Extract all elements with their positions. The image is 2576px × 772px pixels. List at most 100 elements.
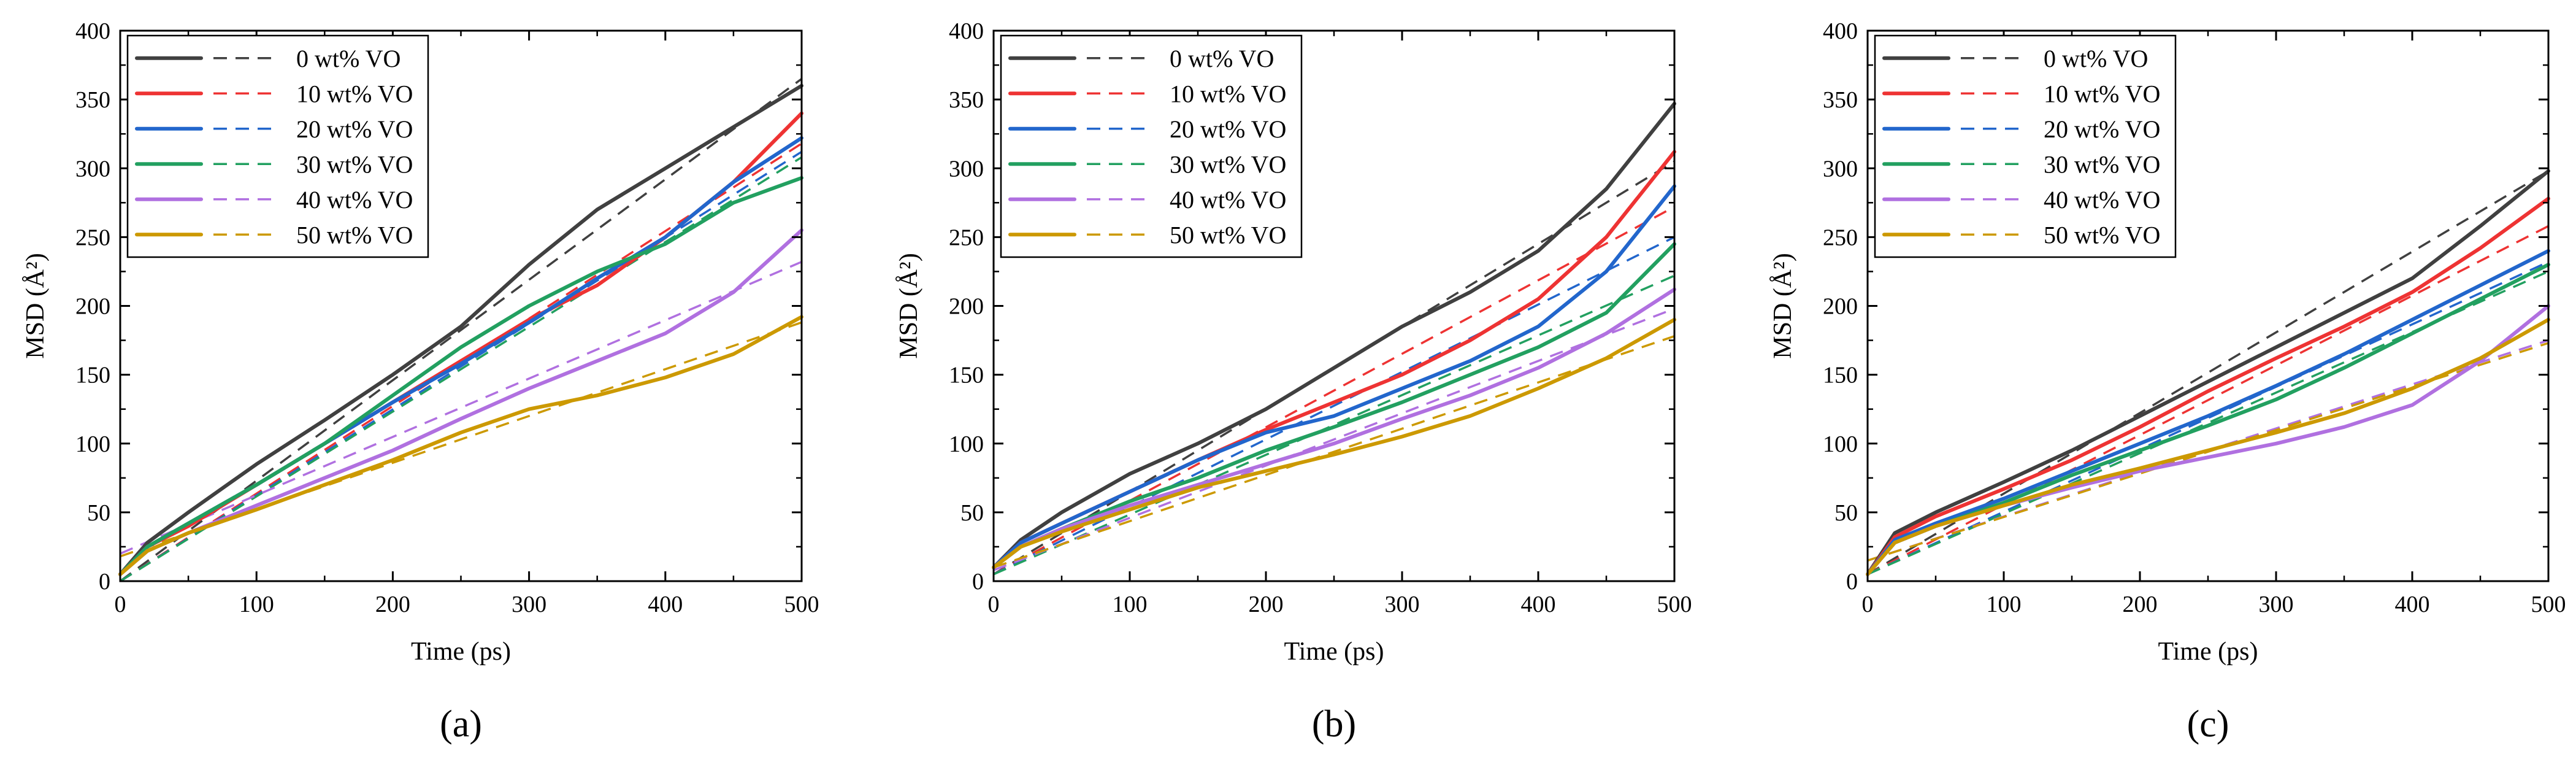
y-tick-label: 150 bbox=[1823, 363, 1858, 388]
y-tick-label: 0 bbox=[1846, 569, 1858, 595]
series-line-4-solid bbox=[118, 176, 803, 576]
chart-panel-3: 0 100 200 300 400 500 0 50 100 150 200 250 300 350 400… bbox=[1769, 18, 2566, 745]
series-line-4-dashed bbox=[120, 156, 802, 582]
y-tick-label: 400 bbox=[75, 18, 110, 44]
series-line-5-solid bbox=[1866, 304, 2550, 576]
series-line-6-dashed bbox=[993, 335, 1675, 569]
series-line-1-solid bbox=[118, 83, 803, 576]
legend-box bbox=[126, 34, 429, 258]
legend-label: 30 wt% VO bbox=[2044, 150, 2160, 178]
legend-label: 40 wt% VO bbox=[296, 186, 413, 214]
legend-label: 0 wt% VO bbox=[2044, 45, 2148, 72]
x-tick-label: 400 bbox=[648, 592, 683, 617]
x-tick-label: 0 bbox=[988, 592, 1000, 617]
y-tick-label: 100 bbox=[1823, 431, 1858, 457]
x-tick-label: 0 bbox=[115, 592, 126, 617]
x-tick-label: 500 bbox=[1657, 592, 1692, 617]
series-line-2-dashed bbox=[1867, 225, 2549, 576]
x-tick-label: 200 bbox=[1249, 592, 1284, 617]
legend-box bbox=[1874, 34, 2177, 258]
series-line-6-solid bbox=[1866, 317, 2550, 576]
series-line-5-dashed bbox=[120, 261, 802, 555]
y-tick-label: 100 bbox=[949, 431, 984, 457]
series-line-4-dashed bbox=[993, 274, 1675, 576]
legend-label: 40 wt% VO bbox=[1170, 186, 1286, 214]
y-tick-label: 250 bbox=[1823, 225, 1858, 250]
panel-label: (a) bbox=[440, 703, 482, 745]
series-line-2-dashed bbox=[993, 206, 1675, 576]
x-tick-label: 300 bbox=[1385, 592, 1420, 617]
y-tick-label: 0 bbox=[972, 569, 984, 595]
x-axis-label: Time (ps) bbox=[2158, 638, 2258, 666]
x-tick-label: 500 bbox=[784, 592, 819, 617]
chart-panel-1: 0 100 200 300 400 500 0 50 100 150 200 250 300 350 400… bbox=[21, 18, 819, 745]
x-tick-label: 400 bbox=[2395, 592, 2430, 617]
x-tick-label: 100 bbox=[1987, 592, 2022, 617]
y-tick-label: 300 bbox=[75, 156, 110, 182]
legend-label: 50 wt% VO bbox=[2044, 221, 2160, 249]
y-tick-label: 150 bbox=[949, 363, 984, 388]
y-tick-label: 350 bbox=[1823, 87, 1858, 113]
legend-label: 20 wt% VO bbox=[2044, 115, 2160, 143]
x-axis-label: Time (ps) bbox=[1284, 638, 1384, 666]
x-tick-label: 200 bbox=[375, 592, 410, 617]
legend-label: 10 wt% VO bbox=[2044, 80, 2160, 107]
x-tick-label: 300 bbox=[512, 592, 546, 617]
legend-label: 10 wt% VO bbox=[1170, 80, 1286, 107]
x-tick-label: 0 bbox=[1862, 592, 1874, 617]
legend-box bbox=[1000, 34, 1303, 258]
series-line-1-solid bbox=[992, 101, 1676, 569]
series-line-3-dashed bbox=[1867, 261, 2549, 576]
y-tick-label: 50 bbox=[87, 500, 110, 526]
legend-label: 10 wt% VO bbox=[296, 80, 413, 107]
y-tick-label: 50 bbox=[1834, 500, 1858, 526]
x-tick-label: 100 bbox=[239, 592, 274, 617]
series-line-2-solid bbox=[1866, 196, 2550, 576]
y-tick-label: 250 bbox=[75, 225, 110, 250]
x-tick-label: 400 bbox=[1521, 592, 1556, 617]
series-line-5-dashed bbox=[993, 307, 1675, 571]
y-tick-label: 400 bbox=[949, 18, 984, 44]
legend-label: 50 wt% VO bbox=[1170, 221, 1286, 249]
y-axis-label: MSD (Å²) bbox=[895, 253, 923, 358]
x-tick-label: 200 bbox=[2123, 592, 2158, 617]
legend-label: 50 wt% VO bbox=[296, 221, 413, 249]
chart-panel-2: 0 100 200 300 400 500 0 50 100 150 200 250 300 350 400… bbox=[895, 18, 1692, 745]
series-line-6-solid bbox=[118, 315, 803, 576]
y-tick-label: 150 bbox=[75, 363, 110, 388]
legend-label: 40 wt% VO bbox=[2044, 186, 2160, 214]
series-line-3-solid bbox=[992, 184, 1676, 569]
x-tick-label: 100 bbox=[1113, 592, 1148, 617]
y-tick-label: 350 bbox=[75, 87, 110, 113]
legend-label: 30 wt% VO bbox=[1170, 150, 1286, 178]
legend-label: 20 wt% VO bbox=[296, 115, 413, 143]
panel-label: (c) bbox=[2187, 703, 2229, 745]
y-tick-label: 350 bbox=[949, 87, 984, 113]
x-tick-label: 300 bbox=[2259, 592, 2294, 617]
panel-label: (b) bbox=[1312, 703, 1356, 745]
y-tick-label: 100 bbox=[75, 431, 110, 457]
y-tick-label: 400 bbox=[1823, 18, 1858, 44]
y-tick-label: 200 bbox=[1823, 294, 1858, 320]
series-line-3-dashed bbox=[993, 236, 1675, 576]
series-line-1-solid bbox=[1866, 169, 2550, 576]
series-line-3-solid bbox=[1866, 249, 2550, 576]
legend-label: 0 wt% VO bbox=[1170, 45, 1274, 72]
series-line-5-solid bbox=[992, 287, 1676, 569]
y-tick-label: 300 bbox=[1823, 156, 1858, 182]
y-tick-label: 300 bbox=[949, 156, 984, 182]
legend-label: 0 wt% VO bbox=[296, 45, 401, 72]
y-tick-label: 50 bbox=[960, 500, 984, 526]
legend-label: 20 wt% VO bbox=[1170, 115, 1286, 143]
y-tick-label: 200 bbox=[75, 294, 110, 320]
y-tick-label: 200 bbox=[949, 294, 984, 320]
x-axis-label: Time (ps) bbox=[411, 638, 511, 666]
legend-label: 30 wt% VO bbox=[296, 150, 413, 178]
y-tick-label: 0 bbox=[99, 569, 110, 595]
y-axis-label: MSD (Å²) bbox=[21, 253, 50, 358]
y-axis-label: MSD (Å²) bbox=[1769, 253, 1797, 358]
series-line-6-solid bbox=[992, 317, 1676, 569]
x-tick-label: 500 bbox=[2531, 592, 2566, 617]
y-tick-label: 250 bbox=[949, 225, 984, 250]
